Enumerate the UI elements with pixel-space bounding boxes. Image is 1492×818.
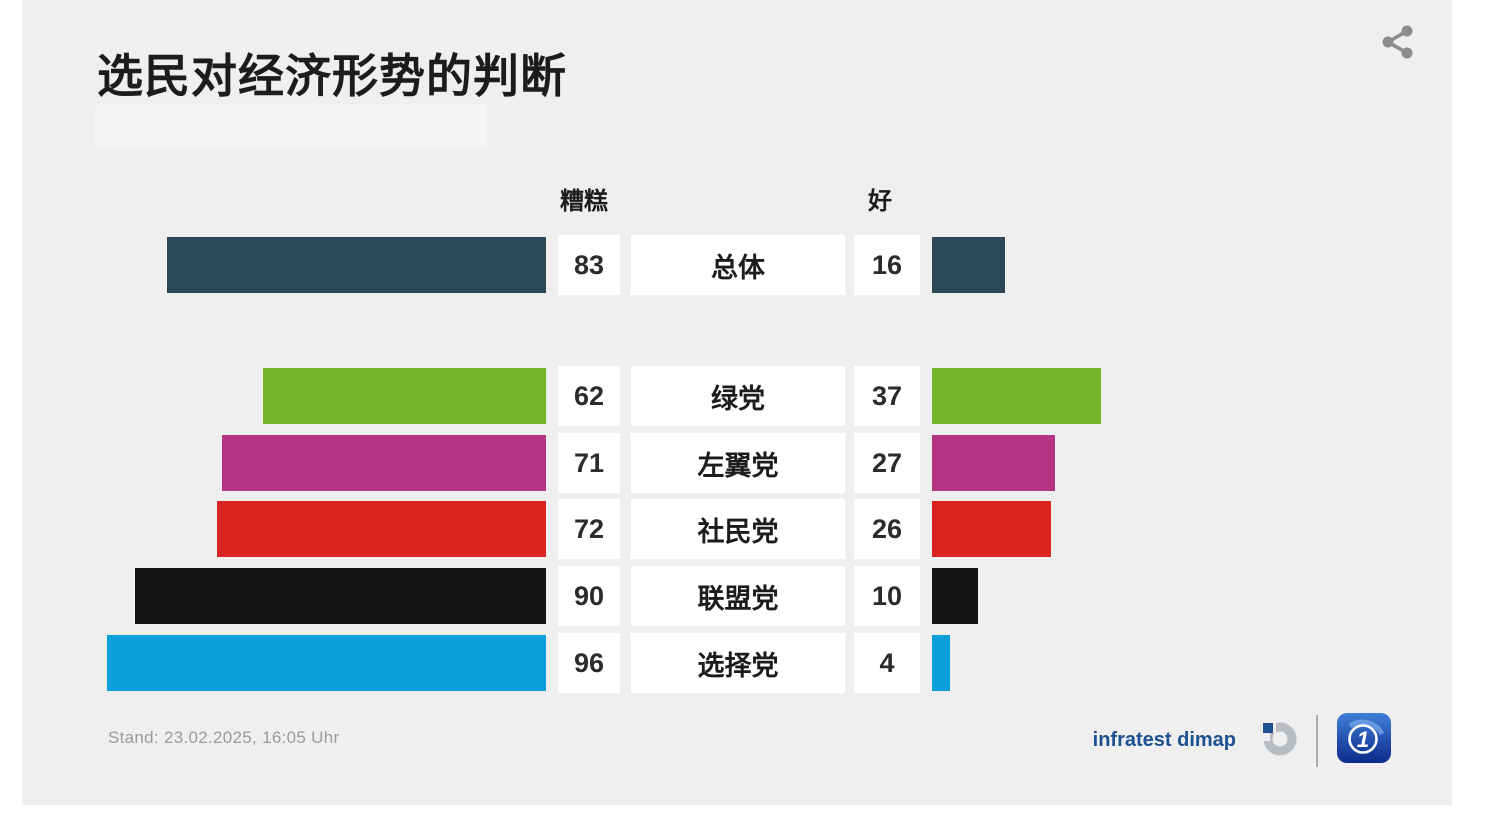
category-label-box: 社民党 <box>631 499 845 559</box>
good-bar <box>932 635 950 691</box>
bad-value-box: 90 <box>558 566 620 626</box>
bad-bar <box>167 237 546 293</box>
category-label-box: 总体 <box>631 235 845 295</box>
column-header-good: 好 <box>868 188 892 215</box>
good-bar <box>932 501 1051 557</box>
bad-bar <box>222 435 546 491</box>
good-bar <box>932 237 1005 293</box>
good-bar <box>932 568 978 624</box>
infratest-dimap-label: infratest dimap <box>1092 729 1236 751</box>
good-value-box: 4 <box>854 633 920 693</box>
page-title: 选民对经济形势的判断 <box>97 50 567 102</box>
bad-value-box: 72 <box>558 499 620 559</box>
chart-card: 选民对经济形势的判断 糟糕 好 83 总体 16 62 绿党 37 71 左翼党 27 72 社民党… <box>22 0 1452 805</box>
ard-logo: 1 <box>1336 712 1392 769</box>
category-label-box: 联盟党 <box>631 566 845 626</box>
faded-subtitle-placeholder <box>95 104 487 148</box>
bad-value-box: 71 <box>558 433 620 493</box>
category-label-box: 左翼党 <box>631 433 845 493</box>
good-value-box: 27 <box>854 433 920 493</box>
category-label-box: 选择党 <box>631 633 845 693</box>
bad-bar <box>107 635 546 691</box>
bad-value-box: 96 <box>558 633 620 693</box>
category-label-box: 绿党 <box>631 366 845 426</box>
bad-value-box: 83 <box>558 235 620 295</box>
share-icon <box>1382 25 1413 59</box>
svg-text:1: 1 <box>1357 727 1369 752</box>
column-header-bad: 糟糕 <box>560 188 608 215</box>
good-bar <box>932 435 1055 491</box>
share-button[interactable] <box>1374 18 1422 66</box>
bad-bar <box>217 501 546 557</box>
good-value-box: 10 <box>854 566 920 626</box>
infratest-dimap-logo <box>1254 719 1298 762</box>
bad-bar <box>135 568 546 624</box>
good-value-box: 26 <box>854 499 920 559</box>
footer-divider <box>1316 714 1318 767</box>
bad-value-box: 62 <box>558 366 620 426</box>
good-value-box: 16 <box>854 235 920 295</box>
good-value-box: 37 <box>854 366 920 426</box>
good-bar <box>932 368 1101 424</box>
timestamp-text: Stand: 23.02.2025, 16:05 Uhr <box>108 728 340 747</box>
bar-chart: 83 总体 16 62 绿党 37 71 左翼党 27 72 社民党 26 90 联盟党 10 96 选择党 4 <box>22 0 1452 805</box>
footer-branding: infratest dimap <box>1093 712 1392 769</box>
bad-bar <box>263 368 546 424</box>
